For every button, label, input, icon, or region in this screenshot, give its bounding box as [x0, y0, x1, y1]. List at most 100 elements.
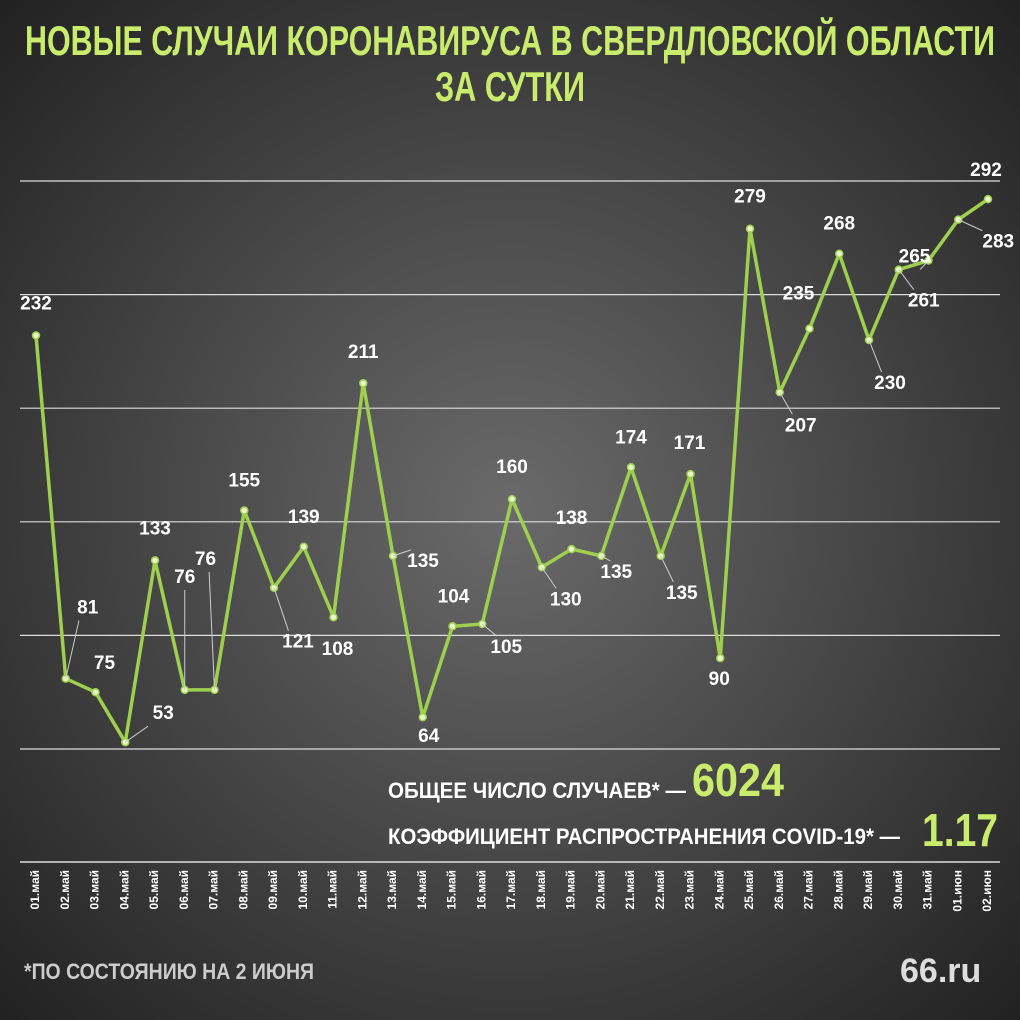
x-tick-label: 24.май: [712, 870, 726, 909]
leader-line: [65, 620, 80, 679]
x-tick-label: 07.май: [207, 870, 221, 909]
data-label: 207: [785, 415, 817, 436]
data-label: 265: [899, 247, 931, 268]
x-tick-label: 29.май: [861, 870, 875, 909]
x-tick-label: 11.май: [326, 870, 340, 909]
data-label: 138: [556, 508, 588, 529]
x-tick-label: 14.май: [415, 870, 429, 909]
data-label: 171: [674, 433, 706, 454]
data-label: 155: [228, 470, 260, 491]
data-point: [805, 324, 814, 333]
leader-line: [124, 725, 149, 743]
data-point: [567, 544, 576, 554]
logo: 66.ru: [900, 952, 981, 990]
x-tick-label: 31.май: [921, 870, 935, 909]
x-tick-label: 01.май: [28, 870, 42, 909]
data-label: 105: [490, 637, 522, 658]
x-tick-label: 16.май: [474, 870, 488, 909]
leader-line: [481, 623, 497, 637]
x-tick-label: 25.май: [742, 870, 756, 909]
leader-line: [273, 587, 289, 631]
leader-line: [392, 549, 412, 557]
data-label: 90: [709, 669, 730, 690]
leader-line: [898, 269, 915, 290]
x-tick-label: 27.май: [802, 870, 816, 909]
footnote: *ПО СОСТОЯНИЮ НА 2 ИЮНЯ: [24, 959, 314, 984]
leader-line: [660, 555, 674, 583]
x-tick-label: 04.май: [117, 870, 131, 909]
leader-line: [779, 392, 793, 415]
data-label: 268: [823, 214, 855, 235]
data-label: 64: [418, 726, 440, 747]
data-point: [418, 712, 427, 722]
data-label: 232: [20, 294, 52, 315]
x-tick-label: 26.май: [772, 870, 786, 909]
data-label: 135: [600, 562, 632, 583]
data-point: [507, 494, 517, 504]
data-point: [299, 542, 308, 552]
data-label: 76: [195, 549, 216, 570]
x-tick-label: 17.май: [504, 870, 518, 909]
leader-line: [958, 219, 983, 232]
data-label: 76: [174, 567, 195, 588]
x-tick-label: 08.май: [236, 870, 250, 909]
data-label: 292: [970, 160, 1002, 181]
x-tick-label: 09.май: [266, 870, 280, 909]
data-label: 283: [982, 232, 1014, 253]
x-tick-label: 21.май: [623, 870, 637, 909]
data-point: [329, 612, 338, 622]
leader-line: [601, 555, 611, 562]
x-tick-label: 02.май: [58, 870, 72, 909]
data-label: 121: [282, 632, 314, 653]
x-tick-label: 19.май: [564, 870, 578, 909]
x-tick-label: 02.июн: [980, 870, 994, 912]
x-tick-label: 12.май: [355, 870, 369, 909]
x-tick-label: 10.май: [296, 870, 310, 909]
data-point: [686, 469, 695, 479]
data-label: 75: [94, 653, 116, 674]
x-tick-label: 22.май: [653, 870, 667, 909]
data-label: 104: [438, 586, 470, 607]
data-point: [835, 249, 844, 258]
data-label: 235: [783, 284, 815, 305]
data-label: 81: [77, 598, 99, 619]
data-point: [150, 556, 160, 565]
x-tick-label: 03.май: [88, 870, 102, 909]
x-tick-label: 18.май: [534, 870, 548, 909]
x-tick-label: 30.май: [891, 870, 905, 909]
x-tick-label: 15.май: [445, 870, 459, 909]
data-label: 160: [496, 457, 528, 478]
data-label: 133: [139, 518, 171, 539]
chart-title: ЗА СУТКИ: [435, 63, 585, 110]
data-point: [91, 687, 100, 697]
leader-line: [208, 571, 215, 690]
leader-line: [919, 260, 929, 270]
x-tick-label: 13.май: [385, 870, 399, 909]
x-tick-label: 01.июн: [950, 870, 964, 912]
data-label: 135: [666, 583, 698, 604]
data-point: [31, 331, 41, 340]
data-label: 130: [550, 589, 582, 610]
total-value: 6024: [692, 754, 784, 806]
leader-line: [868, 339, 883, 373]
x-tick-label: 06.май: [177, 870, 191, 909]
x-tick-label: 28.май: [831, 870, 845, 909]
total-label: ОБЩЕЕ ЧИСЛО СЛУЧАЕВ* —: [388, 778, 686, 803]
data-label: 139: [288, 507, 320, 528]
data-label: 279: [734, 187, 766, 208]
chart-title: НОВЫЕ СЛУЧАИ КОРОНАВИРУСА В СВЕРДЛОВСКОЙ…: [25, 16, 995, 64]
data-point: [626, 463, 636, 472]
data-point: [983, 194, 993, 204]
data-point: [240, 506, 249, 515]
data-label: 174: [615, 427, 647, 448]
data-label: 135: [407, 551, 439, 572]
x-tick-label: 20.май: [593, 870, 607, 909]
data-label: 53: [153, 703, 174, 724]
data-label: 230: [874, 373, 906, 394]
data-label: 108: [322, 639, 354, 660]
data-point: [745, 224, 755, 233]
data-label: 261: [908, 291, 940, 312]
data-label: 211: [348, 342, 379, 363]
rate-value: 1.17: [922, 804, 998, 856]
